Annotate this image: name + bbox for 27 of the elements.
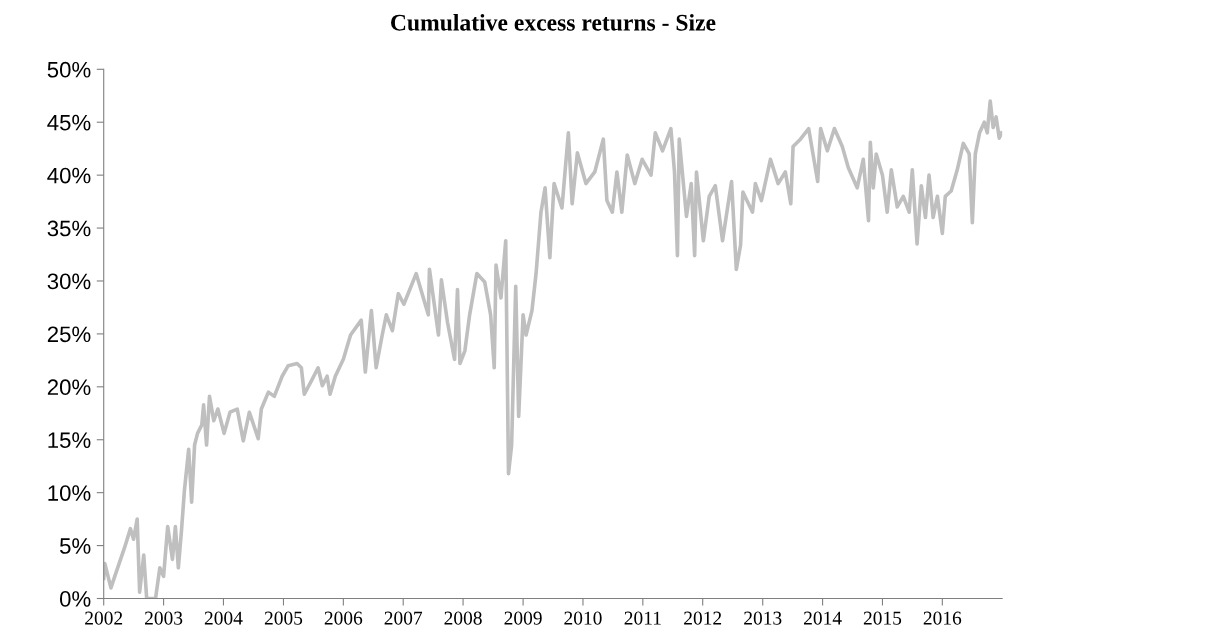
x-tick-label: 2005 <box>264 611 303 625</box>
y-tick-label: 35% <box>47 220 91 237</box>
y-tick-label: 15% <box>48 432 91 449</box>
y-tick-label: 30% <box>47 273 91 290</box>
x-tick-label: 2012 <box>684 611 722 625</box>
y-tick-label: 25% <box>47 326 91 343</box>
x-tick-label: 2004 <box>204 611 243 625</box>
x-tick-label: 2011 <box>624 611 661 625</box>
y-tick-label: 5% <box>59 538 91 554</box>
y-tick-label: 45% <box>47 114 91 131</box>
x-tick-label: 2007 <box>384 611 423 625</box>
x-tick-label: 2013 <box>744 611 782 625</box>
x-tick-label: 2010 <box>564 611 602 625</box>
x-tick-label: 2002 <box>85 611 123 625</box>
x-tick-label: 2008 <box>444 611 482 625</box>
x-tick-label: 2015 <box>863 611 902 625</box>
chart-title: Cumulative excess returns - Size <box>391 14 716 31</box>
x-tick-label: 2003 <box>144 611 183 625</box>
x-tick-label: 2009 <box>504 611 542 625</box>
y-tick-label: 0% <box>59 591 91 607</box>
x-tick-label: 2014 <box>804 611 842 625</box>
y-tick-label: 50% <box>47 61 91 78</box>
x-tick-label: 2006 <box>324 611 363 625</box>
x-tick-label: 2016 <box>923 611 962 625</box>
y-tick-label: 20% <box>47 379 91 396</box>
y-tick-label: 40% <box>47 167 91 184</box>
y-tick-label: 10% <box>48 485 91 501</box>
